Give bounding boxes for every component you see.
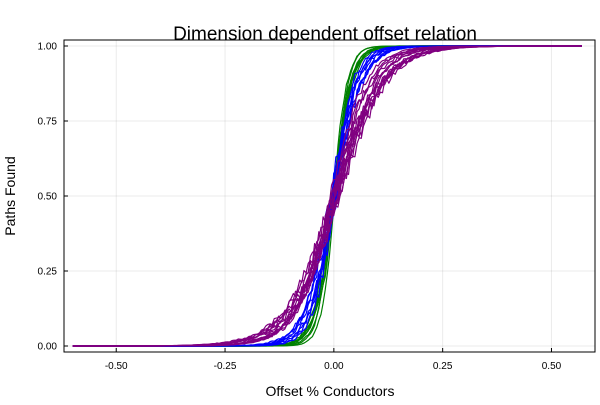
series-line: [72, 45, 582, 347]
x-tick-label: 0.00: [324, 361, 344, 372]
x-tick-label: -0.50: [105, 361, 128, 372]
y-tick-label: 0.75: [38, 117, 58, 128]
y-tick-label: 0.00: [38, 342, 58, 353]
y-tick-label: 1.00: [38, 42, 58, 53]
y-axis-ticks: 0.00 0.25 0.50 0.75 1.00: [38, 42, 68, 353]
chart-title: Dimension dependent offset relation: [173, 24, 477, 45]
series-layer: [72, 45, 582, 347]
x-axis-ticks: -0.50 -0.25 0.00 0.25 0.50: [105, 348, 562, 372]
y-tick-label: 0.25: [38, 267, 58, 278]
x-tick-label: 0.50: [542, 361, 562, 372]
x-tick-label: 0.25: [433, 361, 453, 372]
y-axis-label: Paths Found: [2, 156, 18, 235]
grid-lines: [64, 40, 595, 352]
y-tick-label: 0.50: [38, 192, 58, 203]
x-tick-label: -0.25: [214, 361, 237, 372]
x-axis-label: Offset % Conductors: [266, 383, 395, 399]
